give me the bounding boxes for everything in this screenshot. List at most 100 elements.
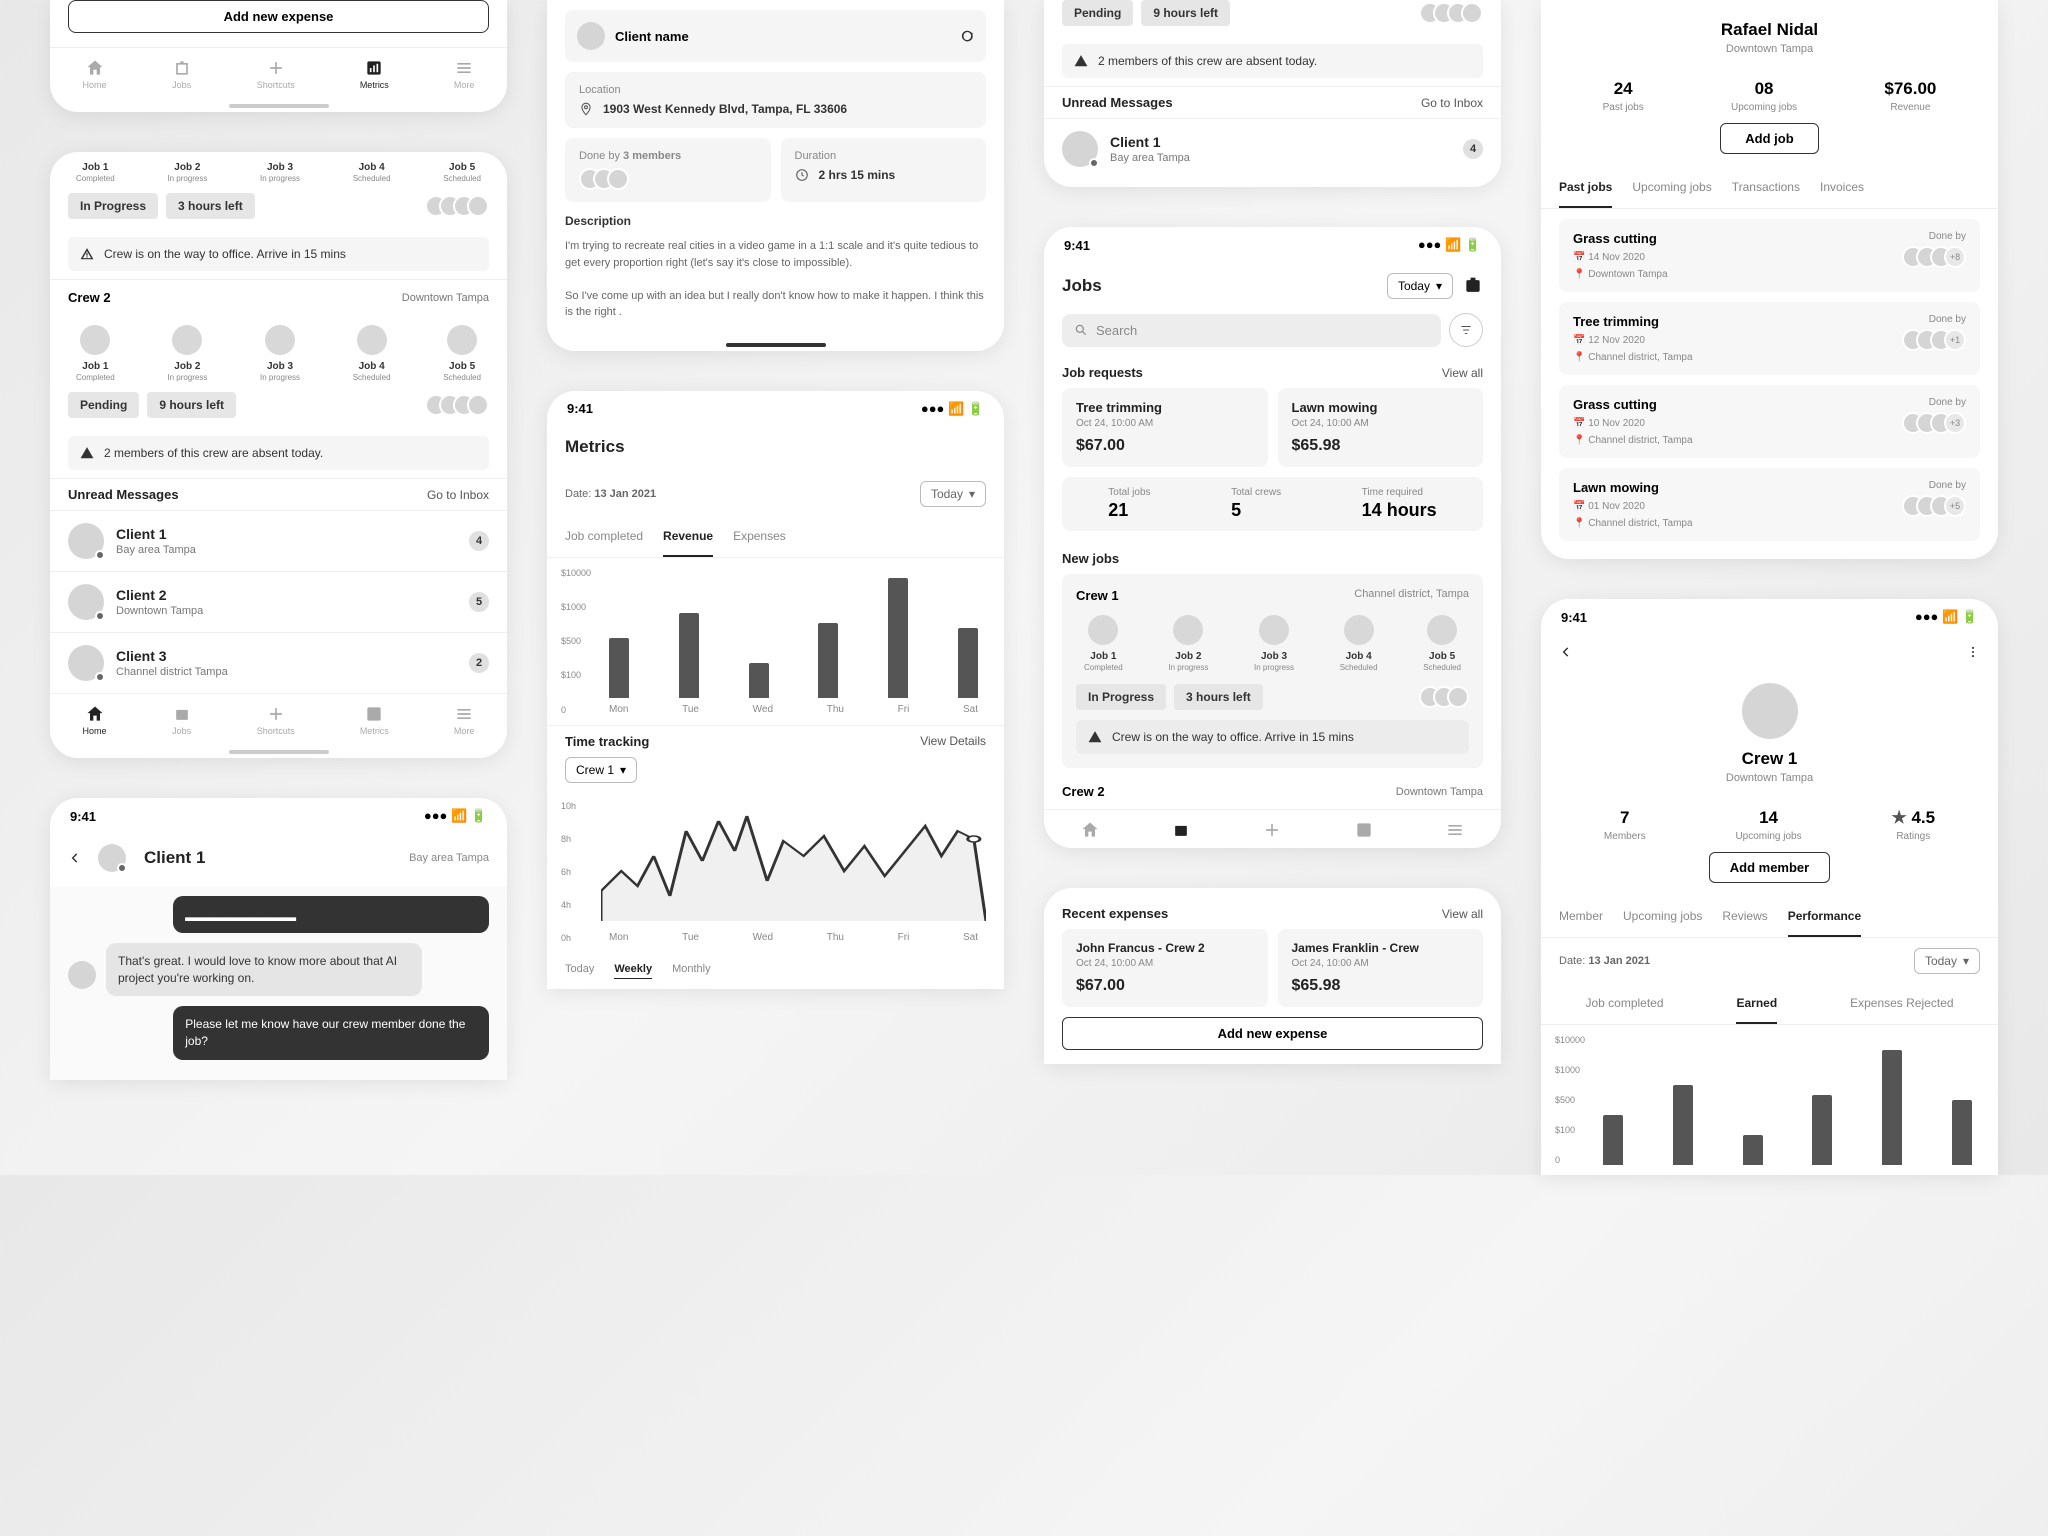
past-job-card[interactable]: Grass cutting📅 10 Nov 2020📍 Channel dist… <box>1559 385 1980 458</box>
nav-more[interactable]: More <box>454 58 475 90</box>
unread-h: Unread Messages <box>68 487 179 502</box>
job-mini[interactable]: Job 5Scheduled <box>443 162 481 183</box>
expense-card[interactable]: James Franklin - CrewOct 24, 10:00 AM$65… <box>1278 929 1484 1007</box>
job-request-card[interactable]: Tree trimmingOct 24, 10:00 AM$67.00 <box>1062 388 1268 467</box>
client-item[interactable]: Client 1Bay area Tampa 4 <box>50 510 507 571</box>
nav-shortcuts[interactable] <box>1262 820 1282 840</box>
id-icon[interactable] <box>1463 276 1483 296</box>
date-selector[interactable]: Today ▾ <box>1387 273 1453 299</box>
job-mini[interactable]: Job 1Completed <box>76 325 115 382</box>
client-item[interactable]: Client 1Bay area Tampa 4 <box>1044 118 1501 179</box>
past-job-card[interactable]: Grass cutting📅 14 Nov 2020📍 Downtown Tam… <box>1559 219 1980 292</box>
viewall-link[interactable]: View all <box>1442 907 1483 921</box>
bottom-nav: Home Jobs Shortcuts Metrics More <box>50 47 507 98</box>
job-mini[interactable]: Job 4Scheduled <box>353 325 391 382</box>
avatars <box>1419 2 1483 24</box>
nav-home[interactable]: Home <box>83 58 107 90</box>
client-item[interactable]: Client 3Channel district Tampa 2 <box>50 632 507 693</box>
view-details-link[interactable]: View Details <box>920 734 986 748</box>
jobs-screen: 9:41●●● 📶 🔋 Jobs Today ▾ Search Job requ… <box>1044 227 1501 848</box>
tab-revenue[interactable]: Revenue <box>663 517 713 557</box>
search-input[interactable]: Search <box>1062 314 1441 347</box>
chip-hoursleft: 9 hours left <box>147 392 236 418</box>
doneby-card: Done by 3 members <box>565 138 771 202</box>
line-chart: 10h8h6h4h0h MonTueWedThuFriSat <box>601 801 986 943</box>
tab-earned[interactable]: Earned <box>1736 984 1777 1024</box>
chat-icon[interactable] <box>960 29 974 43</box>
recent-h: Recent expenses <box>1062 906 1168 921</box>
home-indicator <box>229 104 329 108</box>
tab-performance[interactable]: Performance <box>1788 897 1861 937</box>
more-icon[interactable] <box>1966 645 1980 659</box>
add-job-button[interactable]: Add job <box>1720 123 1818 154</box>
date-selector[interactable]: Today ▾ <box>920 481 986 507</box>
crew-selector[interactable]: Crew 1 ▾ <box>565 757 637 783</box>
tab-expenses-rejected[interactable]: Expenses Rejected <box>1850 984 1953 1024</box>
nav-metrics[interactable]: Metrics <box>360 58 389 90</box>
expense-card[interactable]: John Francus - Crew 2Oct 24, 10:00 AM$67… <box>1062 929 1268 1007</box>
inbox-link[interactable]: Go to Inbox <box>427 488 489 502</box>
avatar <box>68 961 96 989</box>
date-selector[interactable]: Today ▾ <box>1914 948 1980 974</box>
crew-chart-tabs: Job completed Earned Expenses Rejected <box>1541 984 1998 1025</box>
crew-card[interactable]: Crew 1Channel district, Tampa Job 1Compl… <box>1062 574 1483 768</box>
unread-badge: 5 <box>469 592 489 612</box>
past-job-card[interactable]: Lawn mowing📅 01 Nov 2020📍 Channel distri… <box>1559 468 1980 541</box>
tab-expenses[interactable]: Expenses <box>733 517 786 557</box>
nav-home[interactable]: Home <box>83 704 107 736</box>
client-profile: Rafael Nidal Downtown Tampa 24Past jobs … <box>1541 0 1998 559</box>
job-mini[interactable]: Job 1Completed <box>76 162 115 183</box>
tab-member[interactable]: Member <box>1559 897 1603 937</box>
nav-shortcuts[interactable]: Shortcuts <box>257 704 295 736</box>
period-monthly[interactable]: Monthly <box>672 963 711 979</box>
chip-inprogress: In Progress <box>68 193 158 219</box>
nav-more[interactable]: More <box>454 704 475 736</box>
viewall-link[interactable]: View all <box>1442 366 1483 380</box>
nav-shortcuts[interactable]: Shortcuts <box>257 58 295 90</box>
add-expense-button[interactable]: Add new expense <box>68 0 489 33</box>
job-request-card[interactable]: Lawn mowingOct 24, 10:00 AM$65.98 <box>1278 388 1484 467</box>
period-today[interactable]: Today <box>565 963 594 979</box>
avatar <box>577 22 605 50</box>
warning-card: 2 members of this crew are absent today. <box>1062 44 1483 78</box>
period-weekly[interactable]: Weekly <box>614 963 652 979</box>
inbox-link[interactable]: Go to Inbox <box>1421 96 1483 110</box>
tab-completed[interactable]: Job completed <box>565 517 643 557</box>
nav-jobs[interactable]: Jobs <box>172 704 192 736</box>
nav-metrics[interactable] <box>1354 820 1374 840</box>
tab-jobcompleted[interactable]: Job completed <box>1585 984 1663 1024</box>
job-mini[interactable]: Job 3In progress <box>260 162 300 183</box>
tab-transactions[interactable]: Transactions <box>1732 168 1800 208</box>
crew-stats: 7Members 14Upcoming jobs ★ 4.5Ratings <box>1541 798 1998 852</box>
chip-hoursleft: 9 hours left <box>1141 0 1230 26</box>
job-mini[interactable]: Job 2In progress <box>167 325 207 382</box>
back-icon[interactable] <box>68 851 82 865</box>
nav-more[interactable] <box>1445 820 1465 840</box>
nav-home[interactable] <box>1080 820 1100 840</box>
past-job-card[interactable]: Tree trimming📅 12 Nov 2020📍 Channel dist… <box>1559 302 1980 375</box>
tab-upcoming[interactable]: Upcoming jobs <box>1632 168 1711 208</box>
job-mini[interactable]: Job 4Scheduled <box>353 162 391 183</box>
chat-title: Client 1 <box>144 848 205 868</box>
tab-pastjobs[interactable]: Past jobs <box>1559 168 1612 208</box>
job-mini[interactable]: Job 2In progress <box>167 162 207 183</box>
clock: 9:41 <box>1561 610 1587 625</box>
filter-button[interactable] <box>1449 313 1483 347</box>
crew-bar-chart: $10000$1000$500$1000 <box>1595 1035 1980 1165</box>
warning-card: Crew is on the way to office. Arrive in … <box>68 237 489 271</box>
chip-pending: Pending <box>1062 0 1133 26</box>
nav-jobs[interactable] <box>1171 820 1191 840</box>
chat-loc: Bay area Tampa <box>409 852 489 864</box>
nav-metrics[interactable]: Metrics <box>360 704 389 736</box>
back-icon[interactable] <box>1559 645 1573 659</box>
job-mini[interactable]: Job 5Scheduled <box>443 325 481 382</box>
client-item[interactable]: Client 2Downtown Tampa 5 <box>50 571 507 632</box>
tab-invoices[interactable]: Invoices <box>1820 168 1864 208</box>
add-member-button[interactable]: Add member <box>1709 852 1830 883</box>
nav-jobs[interactable]: Jobs <box>172 58 192 90</box>
add-expense-button[interactable]: Add new expense <box>1062 1017 1483 1050</box>
tab-upcoming[interactable]: Upcoming jobs <box>1623 897 1702 937</box>
message-out: ▂▂▂▂▂▂▂▂▂▂▂▂ <box>173 896 489 933</box>
tab-reviews[interactable]: Reviews <box>1722 897 1767 937</box>
job-mini[interactable]: Job 3In progress <box>260 325 300 382</box>
